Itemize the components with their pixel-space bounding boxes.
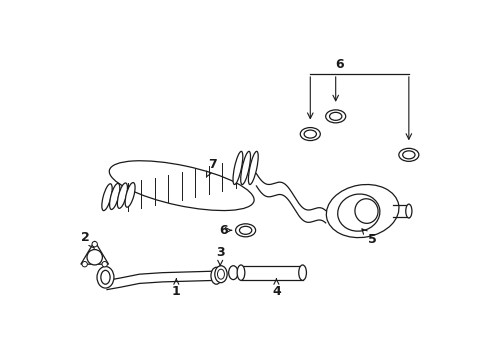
Text: 2: 2 <box>81 231 94 248</box>
Ellipse shape <box>109 161 254 211</box>
Text: 7: 7 <box>206 158 217 177</box>
Ellipse shape <box>405 204 411 218</box>
Text: 5: 5 <box>361 229 375 246</box>
Ellipse shape <box>214 266 226 283</box>
Ellipse shape <box>117 183 127 208</box>
Circle shape <box>87 249 102 265</box>
Ellipse shape <box>298 265 306 280</box>
Ellipse shape <box>210 267 221 284</box>
Ellipse shape <box>233 151 243 185</box>
Ellipse shape <box>325 185 398 238</box>
Ellipse shape <box>248 151 258 185</box>
Ellipse shape <box>97 266 114 288</box>
Ellipse shape <box>228 266 238 280</box>
Ellipse shape <box>337 194 379 231</box>
Circle shape <box>102 261 107 267</box>
Circle shape <box>82 261 87 267</box>
Ellipse shape <box>237 265 244 280</box>
Ellipse shape <box>125 183 135 207</box>
Text: 6: 6 <box>219 224 227 237</box>
Circle shape <box>92 242 97 247</box>
Text: 6: 6 <box>335 58 343 71</box>
Ellipse shape <box>109 183 120 210</box>
Text: 3: 3 <box>215 246 224 265</box>
Ellipse shape <box>102 184 112 211</box>
Text: 4: 4 <box>271 279 280 298</box>
Text: 1: 1 <box>172 279 180 298</box>
Ellipse shape <box>240 151 250 185</box>
Polygon shape <box>81 241 108 264</box>
